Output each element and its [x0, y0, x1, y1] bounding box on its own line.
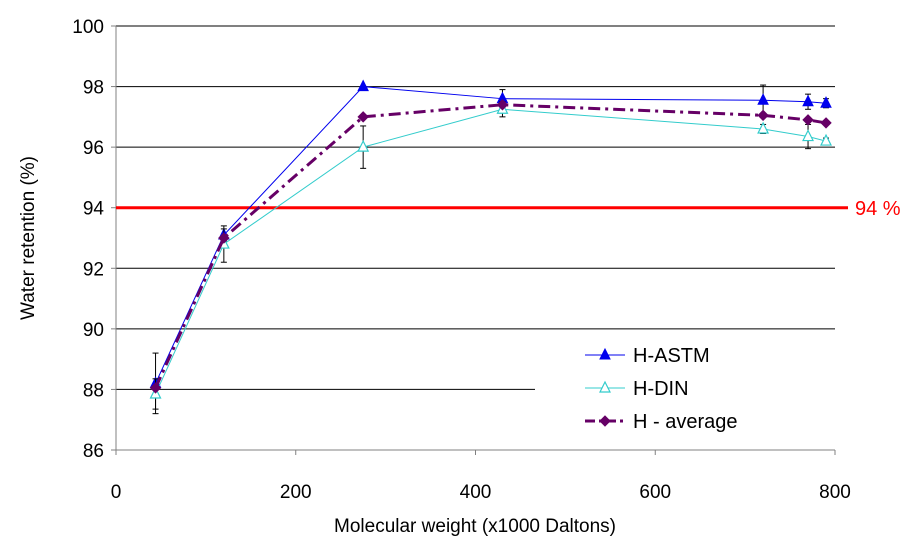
y-axis-title: Water retention (%) — [18, 156, 39, 320]
data-point — [599, 380, 611, 393]
data-point — [357, 111, 369, 123]
data-point — [757, 121, 770, 134]
series-2 — [149, 99, 832, 394]
x-tick-label: 200 — [280, 482, 312, 503]
y-tick-label: 100 — [72, 17, 104, 38]
x-tick-label: 600 — [639, 482, 671, 503]
data-point — [802, 94, 814, 107]
data-point — [599, 415, 611, 427]
y-tick-label: 90 — [83, 320, 104, 341]
legend: H-ASTM H-DIN H - average — [535, 335, 835, 441]
y-tick-label: 98 — [83, 78, 104, 99]
legend-item: H - average — [585, 411, 738, 433]
legend-label: H - average — [633, 411, 738, 433]
data-point — [357, 139, 370, 152]
series-group — [149, 79, 832, 415]
data-point — [802, 114, 814, 126]
reference-line-label: 94 % — [855, 198, 901, 220]
y-tick-label: 86 — [83, 441, 104, 462]
data-point — [820, 117, 832, 129]
legend-label: H-DIN — [633, 378, 689, 400]
data-point — [757, 93, 769, 105]
data-point — [820, 133, 832, 146]
x-tick-label: 400 — [460, 482, 492, 503]
y-tick-label: 88 — [83, 380, 104, 401]
data-point — [218, 232, 230, 244]
data-point — [802, 129, 815, 142]
y-tick-label: 94 — [83, 199, 105, 220]
legend-label: H-ASTM — [633, 345, 710, 367]
x-tick-label: 800 — [819, 482, 851, 503]
axes — [111, 25, 836, 455]
data-point — [496, 99, 509, 111]
y-tick-label: 96 — [83, 138, 104, 159]
tick-labels: 86 88 90 92 94 96 98 100 0 200 400 600 800 — [72, 17, 851, 503]
x-tick-label: 0 — [111, 482, 122, 503]
data-point — [599, 347, 611, 360]
legend-item: H-ASTM — [585, 345, 710, 367]
legend-item: H-DIN — [585, 378, 689, 400]
data-point — [357, 79, 369, 92]
x-axis-title: Molecular weight (x1000 Daltons) — [334, 516, 616, 537]
data-point — [820, 96, 832, 108]
data-point — [149, 382, 162, 394]
data-point — [757, 109, 769, 122]
y-tick-label: 92 — [83, 259, 104, 280]
